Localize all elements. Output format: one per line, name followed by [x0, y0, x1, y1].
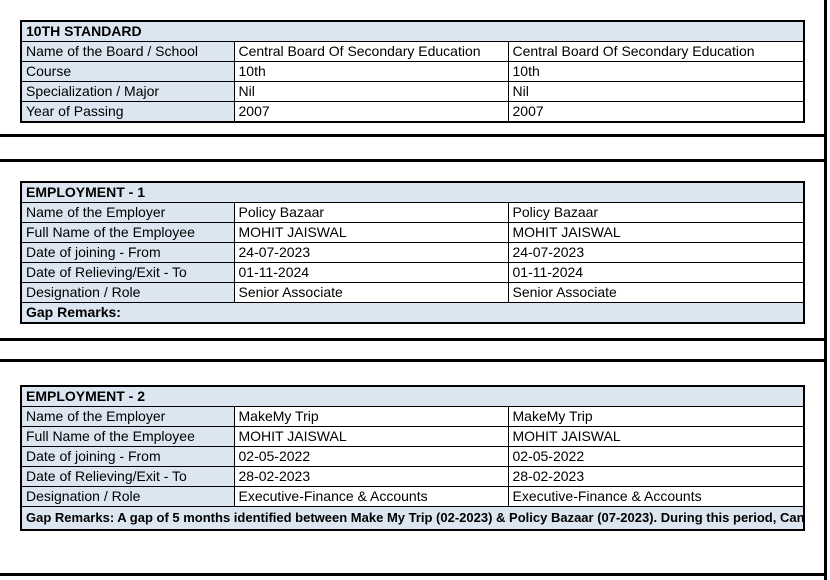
row-value-cell: MakeMy Trip — [233, 406, 509, 427]
row-value-cell: 01-11-2024 — [507, 262, 805, 283]
table-row: Full Name of the Employee MOHIT JAISWAL … — [20, 222, 805, 243]
row-label-cell: Date of joining - From — [20, 242, 235, 263]
row-value-cell: 02-05-2022 — [507, 446, 805, 467]
row-label-cell: Course — [20, 61, 235, 82]
row-label-cell: Name of the Board / School — [20, 41, 235, 62]
row-value-cell: 28-02-2023 — [233, 466, 509, 487]
row-label-cell: Designation / Role — [20, 486, 235, 507]
section-title-row: EMPLOYMENT - 1 — [20, 181, 805, 203]
gap-remarks-row: Gap Remarks: — [20, 302, 805, 324]
gap-remarks-row: Gap Remarks: A gap of 5 months identifie… — [20, 506, 805, 531]
row-label-cell: Designation / Role — [20, 282, 235, 303]
row-value-cell: MOHIT JAISWAL — [507, 222, 805, 243]
row-value-cell: Executive-Finance & Accounts — [233, 486, 509, 507]
row-value-cell: 24-07-2023 — [507, 242, 805, 263]
row-label-cell: Full Name of the Employee — [20, 222, 235, 243]
row-label-cell: Name of the Employer — [20, 202, 235, 223]
employment-2-table: EMPLOYMENT - 2 Name of the Employer Make… — [20, 385, 806, 531]
row-value-cell: Senior Associate — [233, 282, 509, 303]
right-frame-border — [824, 0, 827, 580]
row-value-cell: 02-05-2022 — [233, 446, 509, 467]
table-row: Designation / Role Senior Associate Seni… — [20, 282, 805, 303]
table-row: Name of the Employer MakeMy Trip MakeMy … — [20, 406, 805, 427]
row-label-cell: Date of joining - From — [20, 446, 235, 467]
section-title: EMPLOYMENT - 2 — [20, 385, 805, 407]
row-value-cell: Policy Bazaar — [507, 202, 805, 223]
section3-top-border — [0, 359, 827, 362]
row-value-cell: Nil — [507, 81, 805, 102]
employment-1-table: EMPLOYMENT - 1 Name of the Employer Poli… — [20, 181, 806, 324]
section-title: 10TH STANDARD — [20, 20, 805, 42]
row-value-cell: MOHIT JAISWAL — [233, 426, 509, 447]
table-row: Date of Relieving/Exit - To 28-02-2023 2… — [20, 466, 805, 487]
row-label-cell: Date of Relieving/Exit - To — [20, 262, 235, 283]
gap-remarks: Gap Remarks: A gap of 5 months identifie… — [20, 506, 805, 531]
section1-bottom-border — [0, 134, 827, 137]
table-row: Specialization / Major Nil Nil — [20, 81, 805, 102]
table-row: Date of Relieving/Exit - To 01-11-2024 0… — [20, 262, 805, 283]
gap-remarks: Gap Remarks: — [20, 302, 805, 324]
table-row: Course 10th 10th — [20, 61, 805, 82]
row-value-cell: Nil — [233, 81, 509, 102]
row-value-cell: MOHIT JAISWAL — [233, 222, 509, 243]
table-row: Date of joining - From 24-07-2023 24-07-… — [20, 242, 805, 263]
row-value-cell: MakeMy Trip — [507, 406, 805, 427]
table-row: Date of joining - From 02-05-2022 02-05-… — [20, 446, 805, 467]
row-value-cell: Central Board Of Secondary Education — [233, 41, 509, 62]
tenth-standard-table: 10TH STANDARD Name of the Board / School… — [20, 20, 806, 123]
table-row: Name of the Employer Policy Bazaar Polic… — [20, 202, 805, 223]
table-row: Year of Passing 2007 2007 — [20, 101, 805, 123]
section2-bottom-border — [0, 338, 827, 341]
row-value-cell: Policy Bazaar — [233, 202, 509, 223]
row-value-cell: 24-07-2023 — [233, 242, 509, 263]
section-title-row: 10TH STANDARD — [20, 20, 805, 42]
row-value-cell: 10th — [507, 61, 805, 82]
row-value-cell: 28-02-2023 — [507, 466, 805, 487]
section-title-row: EMPLOYMENT - 2 — [20, 385, 805, 407]
row-value-cell: Central Board Of Secondary Education — [507, 41, 805, 62]
row-label-cell: Year of Passing — [20, 101, 235, 123]
section3-bottom-border — [0, 573, 827, 576]
table-row: Name of the Board / School Central Board… — [20, 41, 805, 62]
section-title: EMPLOYMENT - 1 — [20, 181, 805, 203]
row-label-cell: Date of Relieving/Exit - To — [20, 466, 235, 487]
row-value-cell: MOHIT JAISWAL — [507, 426, 805, 447]
row-value-cell: Senior Associate — [507, 282, 805, 303]
table-row: Full Name of the Employee MOHIT JAISWAL … — [20, 426, 805, 447]
row-label-cell: Full Name of the Employee — [20, 426, 235, 447]
row-label-cell: Specialization / Major — [20, 81, 235, 102]
table-row: Designation / Role Executive-Finance & A… — [20, 486, 805, 507]
section2-top-border — [0, 159, 827, 162]
row-value-cell: 2007 — [233, 101, 509, 123]
row-value-cell: 01-11-2024 — [233, 262, 509, 283]
row-value-cell: 2007 — [507, 101, 805, 123]
row-value-cell: 10th — [233, 61, 509, 82]
row-label-cell: Name of the Employer — [20, 406, 235, 427]
row-value-cell: Executive-Finance & Accounts — [507, 486, 805, 507]
